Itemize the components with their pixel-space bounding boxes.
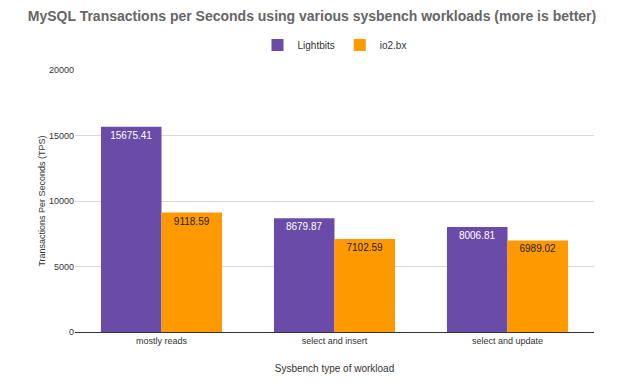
- svg-text:6989.02: 6989.02: [519, 243, 556, 254]
- svg-text:15675.41: 15675.41: [110, 130, 152, 141]
- svg-text:Sysbench type of workload: Sysbench type of workload: [275, 363, 395, 374]
- svg-text:mostly reads: mostly reads: [136, 336, 188, 346]
- svg-text:io2.bx: io2.bx: [380, 40, 407, 51]
- svg-text:MySQL Transactions per Seconds: MySQL Transactions per Seconds using var…: [28, 8, 596, 24]
- svg-text:15000: 15000: [49, 131, 74, 141]
- svg-text:8679.87: 8679.87: [286, 221, 323, 232]
- svg-text:9118.59: 9118.59: [174, 216, 210, 227]
- svg-text:Lightbits: Lightbits: [298, 40, 335, 51]
- svg-text:5000: 5000: [54, 262, 74, 272]
- svg-text:select and update: select and update: [472, 336, 543, 346]
- svg-text:10000: 10000: [49, 196, 74, 206]
- svg-text:20000: 20000: [49, 65, 74, 75]
- svg-text:8006.81: 8006.81: [459, 230, 496, 241]
- svg-text:Transactions Per Seconds (TPS): Transactions Per Seconds (TPS): [37, 135, 47, 266]
- svg-text:select and insert: select and insert: [302, 336, 368, 346]
- svg-text:0: 0: [69, 327, 74, 337]
- svg-text:7102.59: 7102.59: [346, 242, 383, 253]
